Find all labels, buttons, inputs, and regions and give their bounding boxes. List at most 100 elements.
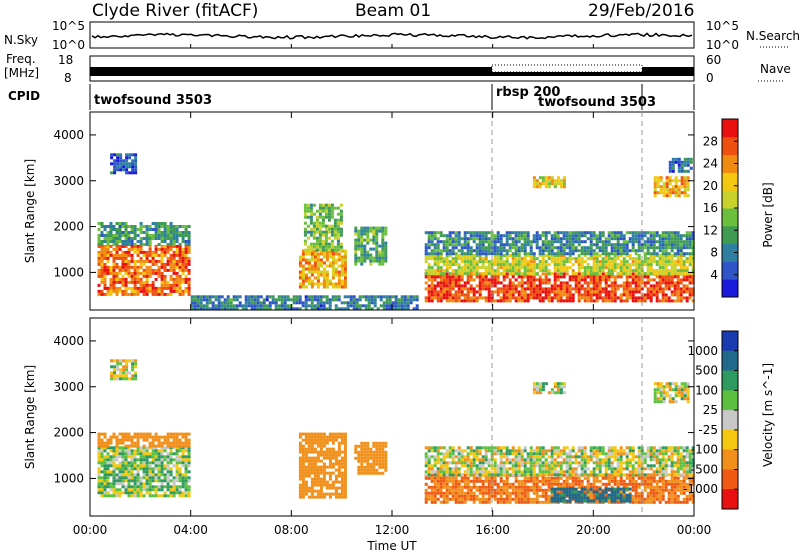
power-cell <box>533 185 536 188</box>
power-cell <box>320 295 323 298</box>
velocity-cell <box>131 494 134 497</box>
power-cell <box>443 260 446 263</box>
power-cell <box>680 234 683 237</box>
power-cell <box>311 286 314 289</box>
velocity-cell <box>155 461 158 464</box>
power-cell <box>425 287 428 290</box>
power-cell <box>179 287 182 290</box>
power-cell <box>668 278 671 281</box>
velocity-cell <box>479 486 482 489</box>
velocity-cell <box>326 442 329 445</box>
power-cell <box>512 246 515 249</box>
power-cell <box>310 231 313 234</box>
power-cell <box>326 286 329 289</box>
velocity-cell <box>617 501 620 504</box>
power-cell <box>404 304 407 307</box>
power-cell <box>113 248 116 251</box>
power-cell <box>320 259 323 262</box>
velocity-cell <box>357 451 360 454</box>
power-cell <box>566 252 569 255</box>
velocity-cell <box>317 469 320 472</box>
velocity-cell <box>536 483 539 486</box>
power-cell <box>512 272 515 275</box>
power-cell <box>563 281 566 284</box>
power-cell <box>587 231 590 234</box>
power-cell <box>665 243 668 246</box>
power-cell <box>434 260 437 263</box>
power-cell <box>665 234 668 237</box>
power-cell <box>674 260 677 263</box>
power-cell <box>467 249 470 252</box>
velocity-cell <box>311 448 314 451</box>
power-cell <box>656 272 659 275</box>
velocity-cell <box>434 486 437 489</box>
power-cell <box>395 298 398 301</box>
power-cell <box>325 207 328 210</box>
velocity-cell <box>158 461 161 464</box>
velocity-cell <box>305 448 308 451</box>
velocity-cell <box>626 483 629 486</box>
power-cell <box>686 237 689 240</box>
power-cell <box>188 287 191 290</box>
power-cell <box>521 299 524 302</box>
velocity-cell <box>119 476 122 479</box>
velocity-cell <box>476 480 479 483</box>
power-cell <box>545 243 548 246</box>
power-cell <box>110 266 113 269</box>
power-cell <box>647 293 650 296</box>
velocity-cell <box>299 496 302 499</box>
power-cell <box>653 287 656 290</box>
velocity-cell <box>164 479 167 482</box>
velocity-cell <box>110 436 113 439</box>
velocity-cell <box>545 492 548 495</box>
power-cell <box>575 257 578 260</box>
power-cell <box>134 243 137 246</box>
velocity-cell <box>182 476 185 479</box>
velocity-cell <box>464 480 467 483</box>
velocity-cell <box>384 451 387 454</box>
velocity-cell <box>167 476 170 479</box>
velocity-cell <box>155 485 158 488</box>
velocity-cell <box>188 485 191 488</box>
velocity-cell <box>98 439 101 442</box>
power-cell <box>344 274 347 277</box>
power-cell <box>611 281 614 284</box>
power-cell <box>431 231 434 234</box>
velocity-cell <box>119 494 122 497</box>
power-cell <box>659 234 662 237</box>
power-cell <box>557 231 560 234</box>
velocity-cell <box>98 449 101 452</box>
power-cell <box>602 299 605 302</box>
velocity-cell <box>341 460 344 463</box>
velocity-cell <box>128 467 131 470</box>
power-cell <box>599 296 602 299</box>
power-cell <box>116 222 119 225</box>
power-cell <box>173 290 176 293</box>
power-cell <box>569 246 572 249</box>
velocity-cell <box>506 486 509 489</box>
velocity-cell <box>308 436 311 439</box>
power-cell <box>167 257 170 260</box>
velocity-cell <box>629 480 632 483</box>
power-cell <box>116 231 119 234</box>
power-cell <box>668 237 671 240</box>
power-cell <box>599 266 602 269</box>
power-cell <box>638 275 641 278</box>
power-cell <box>313 225 316 228</box>
velocity-cell <box>338 475 341 478</box>
power-cell <box>611 275 614 278</box>
velocity-cell <box>473 498 476 501</box>
power-cell <box>341 259 344 262</box>
velocity-cell <box>110 464 113 467</box>
power-cell <box>626 275 629 278</box>
power-cell <box>536 257 539 260</box>
velocity-cell <box>446 489 449 492</box>
power-cell <box>533 179 536 182</box>
power-cell <box>176 275 179 278</box>
power-cell <box>310 207 313 210</box>
power-cell <box>680 296 683 299</box>
velocity-cell <box>188 439 191 442</box>
power-cell <box>509 269 512 272</box>
power-cell <box>428 278 431 281</box>
power-cell <box>675 194 678 197</box>
